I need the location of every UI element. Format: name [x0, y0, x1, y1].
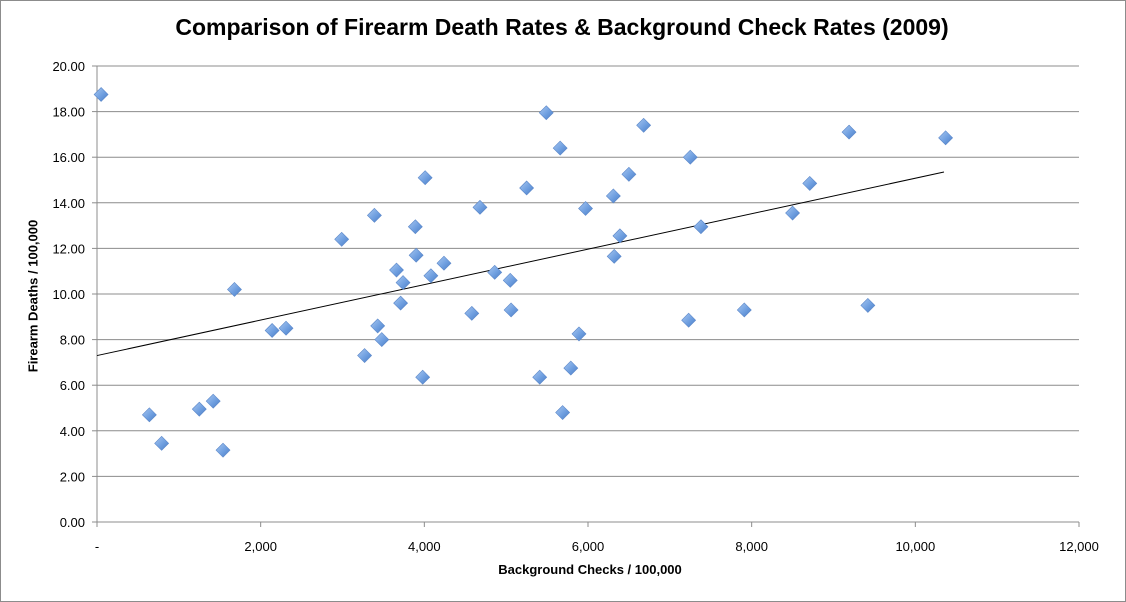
x-axis-label: Background Checks / 100,000 — [498, 562, 682, 577]
data-point — [681, 312, 697, 328]
data-point — [141, 407, 157, 423]
data-point — [606, 248, 622, 264]
y-tick-label: 14.00 — [52, 196, 85, 211]
y-tick-label: 16.00 — [52, 150, 85, 165]
data-point — [563, 360, 579, 376]
data-point — [407, 219, 423, 235]
y-tick-label: 6.00 — [60, 378, 85, 393]
data-point — [366, 207, 382, 223]
data-point — [205, 393, 221, 409]
data-point — [552, 140, 568, 156]
data-point — [621, 166, 637, 182]
y-tick-label: 4.00 — [60, 424, 85, 439]
data-point — [472, 199, 488, 215]
data-point — [215, 442, 231, 458]
trendline — [96, 171, 945, 357]
data-point — [191, 401, 207, 417]
data-point — [682, 149, 698, 165]
data-point — [436, 255, 452, 271]
data-point — [841, 124, 857, 140]
data-point — [532, 369, 548, 385]
data-point — [636, 117, 652, 133]
y-tick-label: 10.00 — [52, 287, 85, 302]
data-point — [389, 262, 404, 278]
x-tick-label: 6,000 — [572, 539, 605, 554]
data-point — [519, 180, 535, 196]
x-tick-label: 8,000 — [735, 539, 768, 554]
y-tick-label: 12.00 — [52, 241, 85, 256]
data-point — [423, 268, 439, 284]
data-point — [395, 275, 411, 291]
data-point — [464, 305, 480, 321]
data-point — [370, 318, 386, 334]
data-point — [374, 332, 390, 348]
x-tick-label: 12,000 — [1059, 539, 1099, 554]
data-point — [264, 323, 280, 338]
data-point — [503, 302, 519, 318]
x-tick-label: - — [95, 539, 99, 554]
y-axis-label: Firearm Deaths / 100,000 — [25, 219, 41, 373]
data-point — [538, 105, 554, 121]
y-tick-label: 2.00 — [60, 469, 85, 484]
data-point — [408, 247, 424, 263]
data-point — [502, 272, 518, 288]
data-point — [357, 348, 373, 363]
data-point — [393, 295, 409, 311]
x-tick-label: 10,000 — [895, 539, 935, 554]
y-tick-label: 0.00 — [60, 515, 85, 530]
data-point — [802, 175, 818, 191]
chart-title: Comparison of Firearm Death Rates & Back… — [175, 14, 949, 40]
data-point — [415, 369, 431, 385]
data-point — [154, 435, 170, 451]
data-point — [785, 205, 801, 221]
data-point — [736, 302, 752, 318]
data-point — [860, 297, 876, 313]
data-point — [605, 188, 621, 204]
data-point — [578, 201, 593, 216]
data-point — [612, 228, 628, 244]
data-point — [278, 320, 294, 336]
x-tick-label: 2,000 — [244, 539, 277, 554]
y-tick-label: 20.00 — [52, 59, 85, 74]
data-point — [693, 219, 709, 235]
y-tick-label: 18.00 — [52, 105, 85, 120]
data-point — [417, 170, 433, 186]
data-point — [334, 231, 350, 247]
data-point — [487, 264, 503, 280]
data-point — [555, 405, 571, 420]
data-point — [938, 130, 954, 146]
data-point — [571, 326, 587, 342]
y-tick-label: 8.00 — [60, 333, 85, 348]
data-point — [227, 282, 242, 297]
x-tick-label: 4,000 — [408, 539, 441, 554]
data-point — [93, 87, 109, 102]
